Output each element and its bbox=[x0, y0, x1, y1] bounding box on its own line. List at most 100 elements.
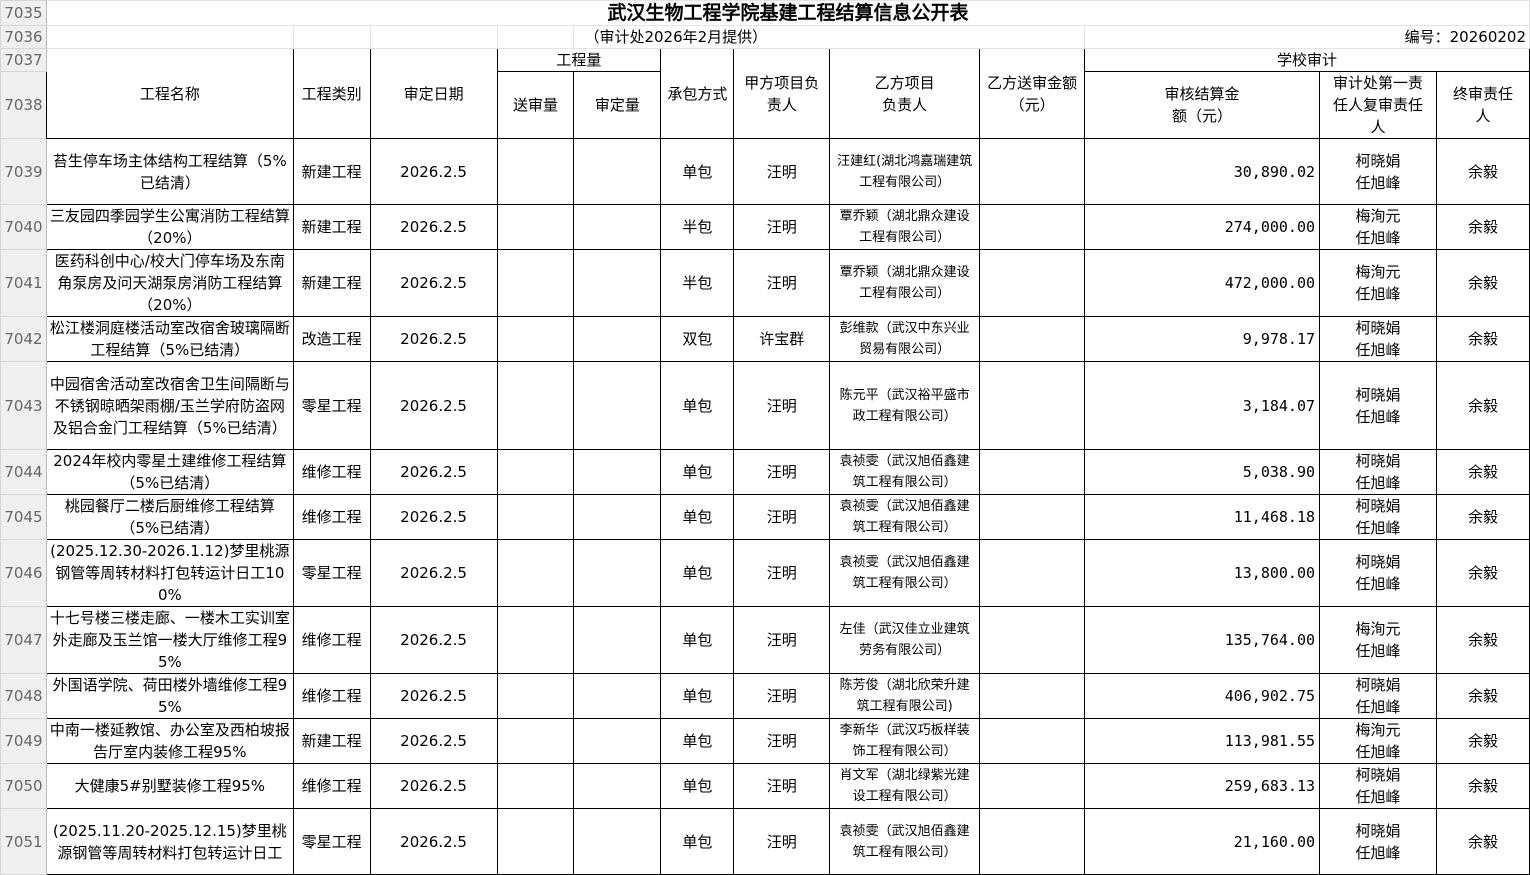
cell-party-b-lead[interactable]: 袁祯雯（武汉旭佰鑫建筑工程有限公司） bbox=[829, 494, 981, 540]
cell-party-a-lead[interactable]: 汪明 bbox=[733, 449, 831, 495]
cell-approved-qty[interactable] bbox=[573, 138, 662, 205]
cell-project-type[interactable]: 维修工程 bbox=[292, 449, 371, 495]
cell-party-b-amount[interactable] bbox=[979, 539, 1086, 607]
cell-party-b-amount[interactable] bbox=[979, 718, 1086, 764]
cell-project-type[interactable]: 零星工程 bbox=[292, 539, 371, 607]
header-audited-amount[interactable]: 审核结算金额（元） bbox=[1084, 71, 1321, 139]
cell-approved-qty[interactable] bbox=[573, 316, 662, 362]
cell-audit-reviewers[interactable]: 柯晓娟 任旭峰 bbox=[1319, 539, 1437, 607]
cell-contract-mode[interactable]: 单包 bbox=[660, 138, 735, 205]
header-approved-qty[interactable]: 审定量 bbox=[573, 71, 662, 139]
cell-submitted-qty[interactable] bbox=[496, 361, 575, 450]
row-header[interactable]: 7042 bbox=[0, 316, 47, 362]
cell-audit-date[interactable]: 2026.2.5 bbox=[369, 249, 498, 317]
cell-contract-mode[interactable]: 单包 bbox=[660, 494, 735, 540]
cell-submitted-qty[interactable] bbox=[496, 539, 575, 607]
row-header[interactable]: 7043 bbox=[0, 361, 47, 450]
cell-audit-reviewers[interactable]: 柯晓娟 任旭峰 bbox=[1319, 673, 1437, 719]
cell-party-a-lead[interactable]: 汪明 bbox=[733, 249, 831, 317]
cell[interactable] bbox=[496, 25, 575, 49]
cell-final-reviewer[interactable]: 余毅 bbox=[1435, 763, 1530, 809]
cell-submitted-qty[interactable] bbox=[496, 808, 575, 875]
cell-approved-qty[interactable] bbox=[573, 494, 662, 540]
row-header[interactable]: 7039 bbox=[0, 138, 47, 205]
cell-project-type[interactable]: 维修工程 bbox=[292, 673, 371, 719]
cell-project-name[interactable]: (2025.11.20-2025.12.15)梦里桃源钢管等周转材料打包转运计日… bbox=[45, 808, 294, 875]
cell-final-reviewer[interactable]: 余毅 bbox=[1435, 718, 1530, 764]
cell-audited-amount[interactable]: 274,000.00 bbox=[1084, 204, 1321, 250]
cell-party-a-lead[interactable]: 汪明 bbox=[733, 204, 831, 250]
cell-project-name[interactable]: 中园宿舍活动室改宿舍卫生间隔断与不锈钢晾晒架雨棚/玉兰学府防盗网及铝合金门工程结… bbox=[45, 361, 294, 450]
cell-final-reviewer[interactable]: 余毅 bbox=[1435, 539, 1530, 607]
cell-audit-date[interactable]: 2026.2.5 bbox=[369, 204, 498, 250]
cell-audited-amount[interactable]: 472,000.00 bbox=[1084, 249, 1321, 317]
sheet-title[interactable]: 武汉生物工程学院基建工程结算信息公开表 bbox=[45, 0, 1530, 26]
cell-project-name[interactable]: 苔生停车场主体结构工程结算（5%已结清） bbox=[45, 138, 294, 205]
cell-project-name[interactable]: 十七号楼三楼走廊、一楼木工实训室外走廊及玉兰馆一楼大厅维修工程95% bbox=[45, 606, 294, 674]
cell-submitted-qty[interactable] bbox=[496, 763, 575, 809]
cell-project-type[interactable]: 新建工程 bbox=[292, 718, 371, 764]
row-header[interactable]: 7046 bbox=[0, 539, 47, 607]
cell-contract-mode[interactable]: 单包 bbox=[660, 539, 735, 607]
cell-contract-mode[interactable]: 单包 bbox=[660, 361, 735, 450]
cell-party-a-lead[interactable]: 汪明 bbox=[733, 763, 831, 809]
cell-audit-date[interactable]: 2026.2.5 bbox=[369, 718, 498, 764]
header-quantity-group[interactable]: 工程量 bbox=[496, 48, 662, 72]
cell-party-b-lead[interactable]: 陈元平（武汉裕平盛市政工程有限公司） bbox=[829, 361, 981, 450]
cell-contract-mode[interactable]: 单包 bbox=[660, 606, 735, 674]
cell-final-reviewer[interactable]: 余毅 bbox=[1435, 138, 1530, 205]
cell-project-name[interactable]: 桃园餐厅二楼后厨维修工程结算（5%已结清） bbox=[45, 494, 294, 540]
cell-submitted-qty[interactable] bbox=[496, 204, 575, 250]
cell-project-type[interactable]: 维修工程 bbox=[292, 606, 371, 674]
cell-project-type[interactable]: 零星工程 bbox=[292, 361, 371, 450]
cell-contract-mode[interactable]: 双包 bbox=[660, 316, 735, 362]
cell-project-name[interactable]: (2025.12.30-2026.1.12)梦里桃源钢管等周转材料打包转运计日工… bbox=[45, 539, 294, 607]
cell-contract-mode[interactable]: 单包 bbox=[660, 808, 735, 875]
header-final-reviewer[interactable]: 终审责任人 bbox=[1435, 71, 1530, 139]
cell-audit-reviewers[interactable]: 柯晓娟 任旭峰 bbox=[1319, 316, 1437, 362]
cell-party-b-lead[interactable]: 左佳（武汉佳立业建筑劳务有限公司） bbox=[829, 606, 981, 674]
cell-audit-reviewers[interactable]: 柯晓娟 任旭峰 bbox=[1319, 763, 1437, 809]
cell-audited-amount[interactable]: 21,160.00 bbox=[1084, 808, 1321, 875]
cell-audit-reviewers[interactable]: 梅洵元 任旭峰 bbox=[1319, 606, 1437, 674]
cell-approved-qty[interactable] bbox=[573, 763, 662, 809]
cell-party-a-lead[interactable]: 汪明 bbox=[733, 539, 831, 607]
cell-party-a-lead[interactable]: 汪明 bbox=[733, 361, 831, 450]
cell-final-reviewer[interactable]: 余毅 bbox=[1435, 204, 1530, 250]
cell-party-b-lead[interactable]: 覃乔颖（湖北鼎众建设工程有限公司） bbox=[829, 249, 981, 317]
cell-party-a-lead[interactable]: 许宝群 bbox=[733, 316, 831, 362]
row-header[interactable]: 7050 bbox=[0, 763, 47, 809]
cell-party-b-amount[interactable] bbox=[979, 808, 1086, 875]
cell-project-type[interactable]: 维修工程 bbox=[292, 763, 371, 809]
cell-audit-date[interactable]: 2026.2.5 bbox=[369, 606, 498, 674]
cell-audited-amount[interactable]: 11,468.18 bbox=[1084, 494, 1321, 540]
cell-party-b-amount[interactable] bbox=[979, 361, 1086, 450]
cell-party-a-lead[interactable]: 汪明 bbox=[733, 494, 831, 540]
cell-party-b-amount[interactable] bbox=[979, 316, 1086, 362]
cell-project-name[interactable]: 外国语学院、荷田楼外墙维修工程95% bbox=[45, 673, 294, 719]
cell-party-a-lead[interactable]: 汪明 bbox=[733, 606, 831, 674]
cell-approved-qty[interactable] bbox=[573, 449, 662, 495]
header-submitted-qty[interactable]: 送审量 bbox=[496, 71, 575, 139]
cell-project-type[interactable]: 改造工程 bbox=[292, 316, 371, 362]
cell-approved-qty[interactable] bbox=[573, 539, 662, 607]
cell-audit-reviewers[interactable]: 柯晓娟 任旭峰 bbox=[1319, 361, 1437, 450]
cell-audit-date[interactable]: 2026.2.5 bbox=[369, 808, 498, 875]
cell-contract-mode[interactable]: 半包 bbox=[660, 204, 735, 250]
row-header[interactable]: 7045 bbox=[0, 494, 47, 540]
header-audit-reviewers[interactable]: 审计处第一责任人复审责任人 bbox=[1319, 71, 1437, 139]
cell-project-name[interactable]: 松江楼洞庭楼活动室改宿舍玻璃隔断工程结算（5%已结清） bbox=[45, 316, 294, 362]
cell-contract-mode[interactable]: 单包 bbox=[660, 763, 735, 809]
cell-audit-date[interactable]: 2026.2.5 bbox=[369, 539, 498, 607]
cell-project-name[interactable]: 大健康5#别墅装修工程95% bbox=[45, 763, 294, 809]
cell-final-reviewer[interactable]: 余毅 bbox=[1435, 606, 1530, 674]
cell-final-reviewer[interactable]: 余毅 bbox=[1435, 494, 1530, 540]
cell-project-type[interactable]: 维修工程 bbox=[292, 494, 371, 540]
cell-audited-amount[interactable]: 9,978.17 bbox=[1084, 316, 1321, 362]
cell-approved-qty[interactable] bbox=[573, 718, 662, 764]
row-header[interactable]: 7049 bbox=[0, 718, 47, 764]
cell-party-a-lead[interactable]: 汪明 bbox=[733, 138, 831, 205]
row-header[interactable]: 7041 bbox=[0, 249, 47, 317]
cell-final-reviewer[interactable]: 余毅 bbox=[1435, 249, 1530, 317]
cell[interactable] bbox=[292, 25, 371, 49]
